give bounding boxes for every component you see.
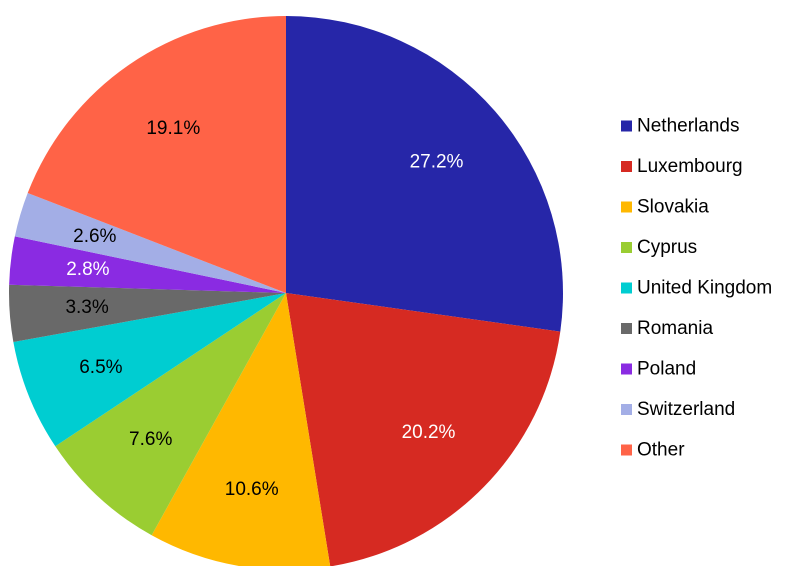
legend-label-romania: Romania	[637, 318, 713, 339]
pie-slice-poland	[9, 236, 287, 293]
legend-swatch-netherlands	[621, 120, 632, 132]
pie-slice-cyprus	[55, 293, 286, 536]
legend-item-switzerland: Switzerland	[621, 399, 735, 420]
legend-swatch-cyprus	[621, 242, 632, 253]
pie-slice-united-kingdom	[13, 293, 287, 447]
pie-slice-luxembourg	[286, 293, 561, 567]
pie-slice-switzerland	[14, 192, 287, 293]
pie-data-labels: 27.2% 20.2% 10.6% 7.6% 6.5% 3.3% 2.8% 2.6% 19.1%	[65, 118, 463, 500]
legend-item-other: Other	[621, 440, 685, 461]
legend-swatch-other	[621, 444, 632, 456]
data-label-switzerland: 2.6%	[73, 226, 116, 247]
data-label-poland: 2.8%	[66, 259, 109, 280]
legend-item-slovakia: Slovakia	[621, 197, 709, 218]
legend-swatch-romania	[621, 323, 632, 334]
legend-label-other: Other	[637, 440, 685, 461]
legend-swatch-poland	[621, 363, 632, 375]
legend-label-cyprus: Cyprus	[637, 237, 697, 258]
pie-slice-slovakia	[151, 293, 331, 571]
legend-swatch-slovakia	[621, 201, 632, 213]
legend-item-united-kingdom: United Kingdom	[621, 278, 772, 299]
data-label-slovakia: 10.6%	[225, 479, 279, 500]
data-label-romania: 3.3%	[65, 297, 108, 318]
pie-slice-other	[27, 16, 286, 293]
legend-item-luxembourg: Luxembourg	[621, 156, 743, 177]
pie-slices	[8, 16, 563, 571]
legend-item-poland: Poland	[621, 359, 696, 380]
legend-label-switzerland: Switzerland	[637, 399, 735, 420]
legend-label-netherlands: Netherlands	[637, 116, 739, 137]
data-label-netherlands: 27.2%	[410, 152, 464, 173]
data-label-other: 19.1%	[146, 118, 200, 139]
legend-swatch-switzerland	[621, 404, 632, 415]
pie-slice-romania	[8, 284, 286, 342]
legend-swatch-luxembourg	[621, 161, 632, 172]
legend: Netherlands Luxembourg Slovakia Cyprus Unite…	[621, 116, 772, 461]
legend-swatch-united-kingdom	[621, 282, 632, 294]
legend-item-cyprus: Cyprus	[621, 237, 697, 258]
legend-item-netherlands: Netherlands	[621, 116, 739, 137]
data-label-luxembourg: 20.2%	[402, 422, 456, 443]
legend-item-romania: Romania	[621, 318, 713, 339]
data-label-cyprus: 7.6%	[129, 429, 172, 450]
legend-label-poland: Poland	[637, 359, 696, 380]
legend-label-slovakia: Slovakia	[637, 197, 709, 218]
legend-label-united-kingdom: United Kingdom	[637, 278, 772, 299]
data-label-united-kingdom: 6.5%	[79, 357, 122, 378]
legend-label-luxembourg: Luxembourg	[637, 156, 743, 177]
pie-slice-netherlands	[286, 16, 563, 332]
